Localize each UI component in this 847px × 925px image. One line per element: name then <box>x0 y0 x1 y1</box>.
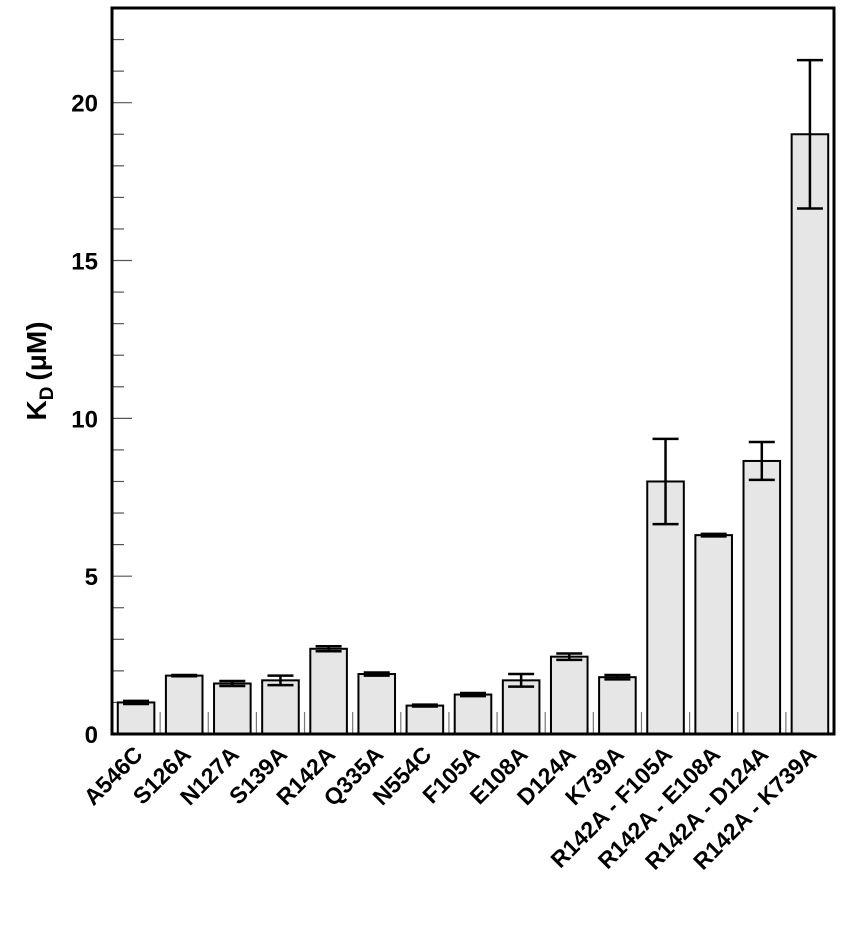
bar <box>213 682 252 736</box>
y-axis-title-subscript: D <box>37 387 58 401</box>
bar <box>694 534 733 736</box>
y-axis-title: KD (μM) <box>21 321 58 420</box>
plot-frame <box>110 6 836 736</box>
bar <box>453 693 493 735</box>
y-tick-label: 0 <box>85 722 98 749</box>
bar <box>116 701 156 735</box>
y-tick-labels: 0 5 10 15 20 <box>71 91 98 749</box>
x-tick-labels: A546CS126AN127AS139AR142AQ335AN554CF105A… <box>79 741 822 874</box>
bar <box>742 459 782 735</box>
bars <box>116 133 830 736</box>
bar <box>790 133 830 735</box>
bar <box>549 655 589 736</box>
tick-marks <box>112 7 787 735</box>
bar <box>164 674 204 736</box>
bar <box>598 676 637 736</box>
y-tick-label: 5 <box>85 564 98 591</box>
bar <box>261 679 300 735</box>
bar <box>405 704 445 736</box>
bar <box>501 679 541 735</box>
y-tick-label: 20 <box>71 91 98 118</box>
y-axis-title-unit: (μM) <box>21 321 52 380</box>
bar <box>357 673 397 735</box>
bar <box>309 647 348 736</box>
y-tick-label: 15 <box>71 249 98 276</box>
error-bars <box>123 58 823 708</box>
y-axis-title-k: K <box>21 400 52 420</box>
y-tick-label: 10 <box>71 406 98 433</box>
